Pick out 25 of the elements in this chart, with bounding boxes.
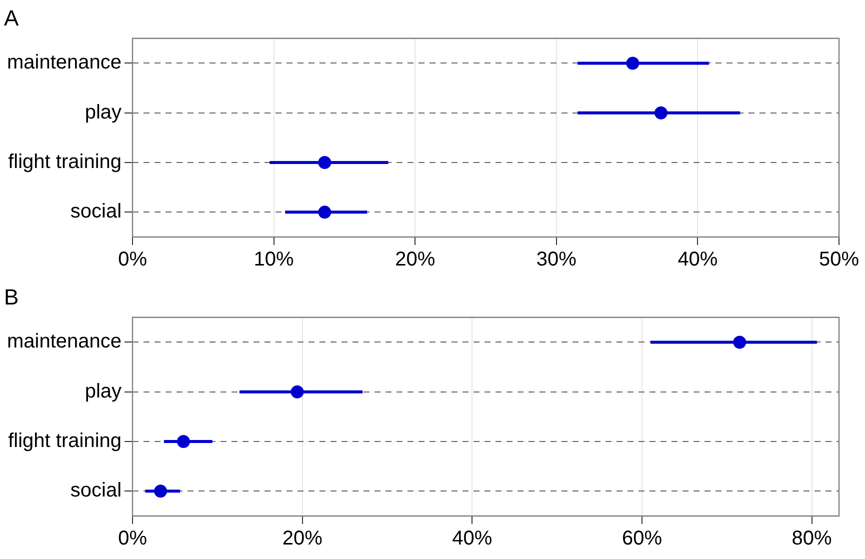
x-tick-label: 30% bbox=[536, 248, 577, 271]
x-tick-label: 40% bbox=[678, 248, 718, 271]
x-tick-label: 40% bbox=[452, 528, 492, 550]
y-tick-label: flight training bbox=[8, 151, 122, 174]
chart-title: A bbox=[4, 5, 19, 30]
y-tick-label: play bbox=[84, 380, 122, 402]
point bbox=[290, 385, 304, 398]
chart-title: B bbox=[4, 284, 19, 310]
x-tick-label: 20% bbox=[395, 248, 436, 271]
y-tick-label: social bbox=[70, 480, 122, 502]
x-tick-label: 60% bbox=[622, 528, 662, 550]
x-tick-label: 80% bbox=[792, 528, 832, 550]
point bbox=[176, 435, 190, 448]
y-tick-label: flight training bbox=[8, 430, 122, 452]
y-tick-label: maintenance bbox=[6, 52, 122, 74]
point bbox=[154, 484, 168, 498]
x-tick-label: 50% bbox=[818, 248, 860, 271]
x-tick-label: 0% bbox=[118, 528, 148, 550]
y-tick-label: social bbox=[70, 200, 122, 223]
x-tick-label: 0% bbox=[118, 248, 148, 271]
point bbox=[733, 336, 746, 349]
y-tick-label: maintenance bbox=[6, 330, 122, 353]
y-tick-label: play bbox=[84, 101, 122, 124]
x-tick-label: 20% bbox=[282, 528, 323, 550]
x-tick-label: 10% bbox=[254, 248, 294, 271]
